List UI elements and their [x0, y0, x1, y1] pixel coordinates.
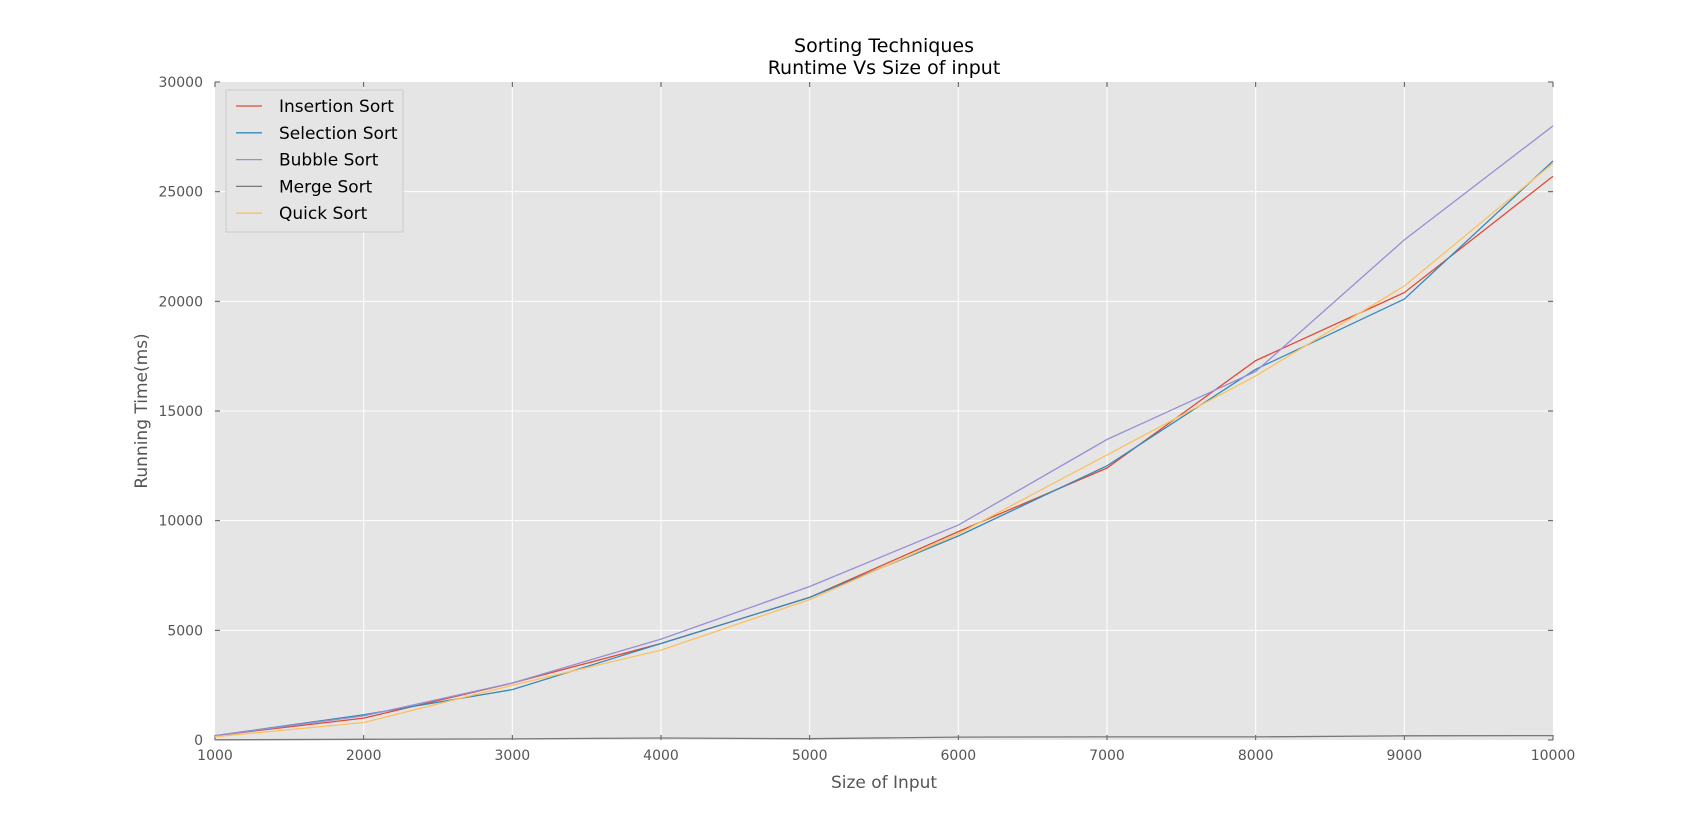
y-tick-label: 15000 [158, 404, 203, 420]
x-tick-label: 9000 [1387, 748, 1423, 764]
x-axis-label: Size of Input [831, 773, 937, 793]
series-lines [214, 125, 1554, 741]
y-tick-label: 5000 [167, 623, 203, 639]
legend-entry-label: Bubble Sort [279, 151, 379, 171]
x-tick-label: 4000 [643, 748, 679, 764]
series-line-insertion-sort [214, 175, 1554, 737]
chart-title-line: Sorting Techniques [794, 35, 974, 57]
series-line-bubble-sort [214, 125, 1554, 737]
x-tick-label: 2000 [346, 748, 382, 764]
legend-entry-label: Selection Sort [279, 124, 398, 144]
grid-lines [215, 82, 1553, 740]
x-tick-label: 3000 [495, 748, 531, 764]
legend-box [225, 89, 404, 233]
axis-ticks: 1000 2000 3000 4000 5000 6000 7000 8000 9000 1000… [158, 75, 1575, 764]
x-tick-label: 7000 [1089, 748, 1125, 764]
x-tick-label: 10000 [1531, 748, 1576, 764]
x-tick-label: 1000 [197, 748, 233, 764]
x-tick-label: 8000 [1238, 748, 1274, 764]
legend-entry-label: Insertion Sort [279, 97, 394, 117]
y-tick-label: 30000 [158, 75, 203, 91]
y-tick-label: 10000 [158, 514, 203, 530]
x-tick-label: 6000 [941, 748, 977, 764]
y-tick-label: 20000 [158, 294, 203, 310]
x-tick-label: 5000 [792, 748, 828, 764]
y-tick-label: 25000 [158, 185, 203, 201]
y-tick-label: 0 [194, 733, 203, 749]
legend: Insertion Sort Selection Sort Bubble Sort M… [225, 89, 404, 233]
series-line-quick-sort [214, 162, 1554, 738]
legend-entry-label: Merge Sort [279, 177, 373, 197]
series-line-merge-sort [214, 734, 1554, 741]
chart-title-line: Runtime Vs Size of input [768, 57, 1001, 79]
y-axis-label: Running Time(ms) [132, 333, 152, 488]
legend-entry-label: Quick Sort [279, 204, 368, 224]
